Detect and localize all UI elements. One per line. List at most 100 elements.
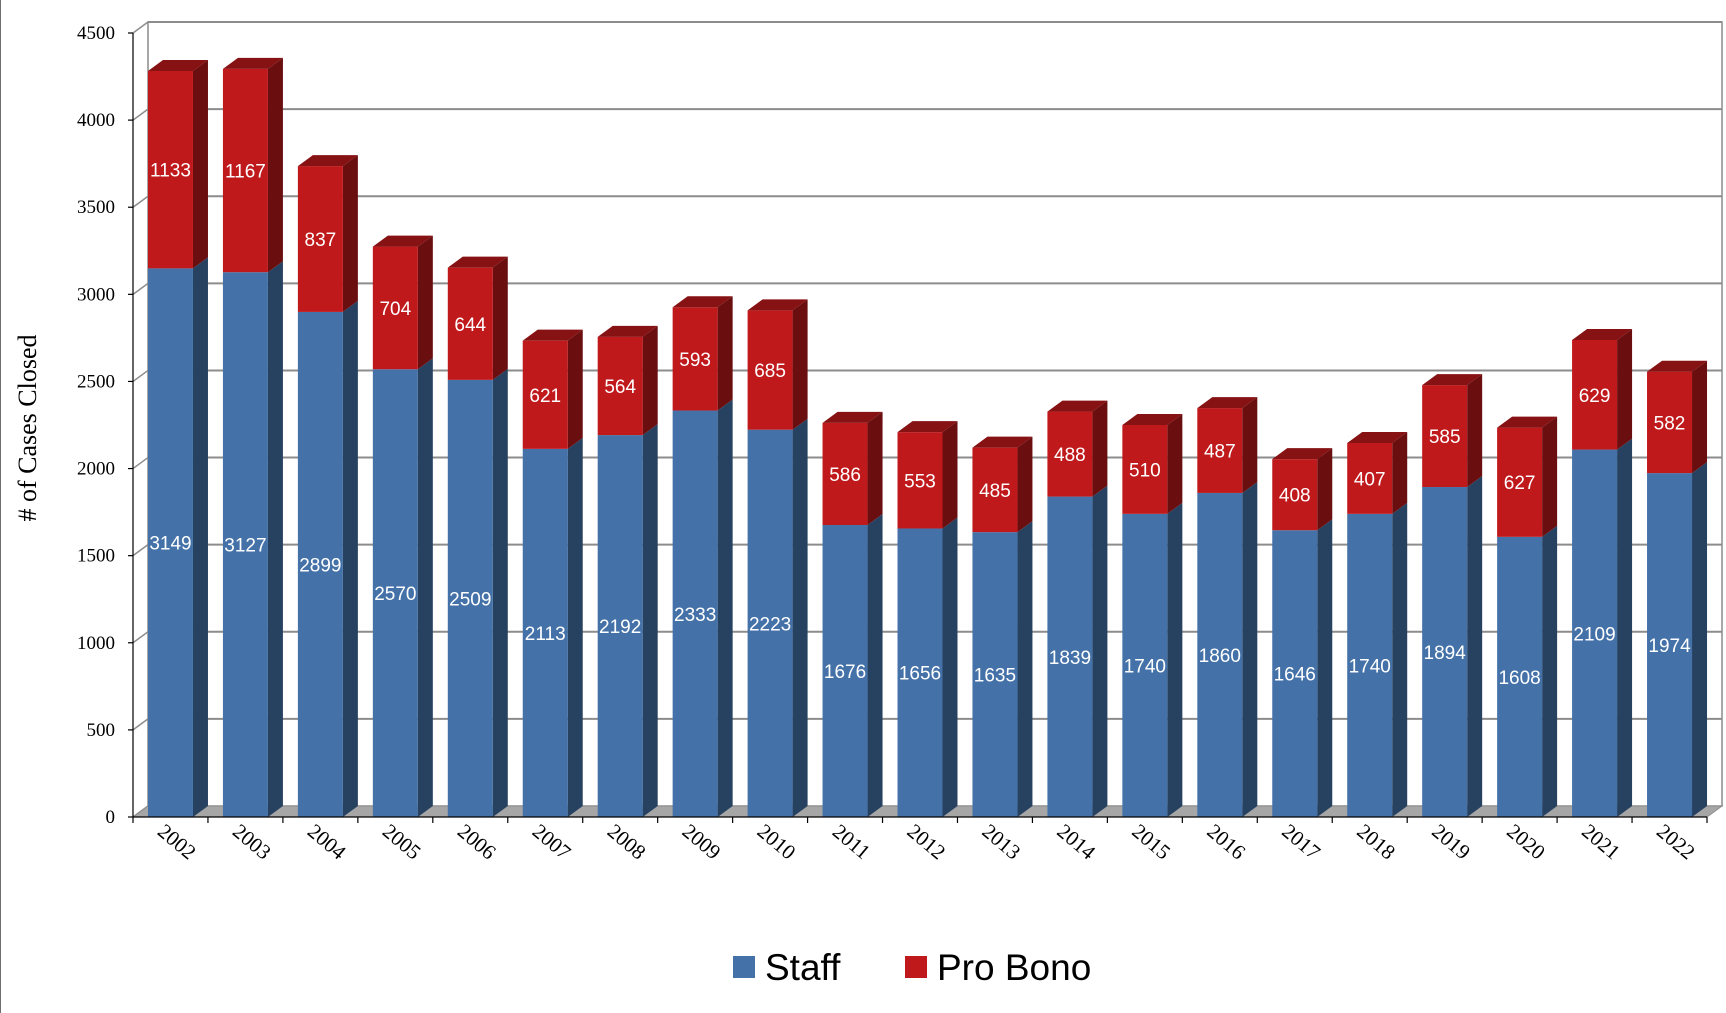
bar-top [522, 329, 583, 341]
bar-staff-2014 [1047, 496, 1093, 817]
bar-staff-2021 [1572, 449, 1618, 817]
bar-top [1347, 431, 1408, 443]
bar-pro-bono-2007 [522, 340, 568, 449]
data-label: 407 [1354, 469, 1386, 490]
gridline-side [132, 108, 149, 121]
bar-pro-bono-2011 [822, 422, 868, 526]
x-tick-label: 2020 [1502, 819, 1550, 864]
bar-pro-bono-2009 [672, 307, 718, 411]
x-tick-label: 2007 [528, 819, 576, 864]
bar-top [897, 421, 958, 433]
bar-side-staff [1092, 485, 1108, 817]
y-tick-label: 2500 [77, 371, 115, 392]
bar-pro-bono-2012 [897, 432, 943, 529]
bar-pro-bono-2015 [1122, 425, 1168, 514]
data-label: 1635 [974, 666, 1016, 687]
bar-staff-2012 [897, 528, 943, 817]
bar-side-pro-bono [1617, 328, 1633, 450]
bar-side-pro-bono [1092, 400, 1108, 497]
bar-staff-2006 [447, 379, 493, 817]
bar-side-pro-bono [642, 325, 658, 436]
data-label: 3127 [224, 536, 266, 557]
bar-pro-bono-2006 [447, 267, 493, 380]
data-label: 837 [305, 230, 337, 251]
bar-side-staff [1542, 525, 1558, 817]
bar-top [1422, 374, 1483, 386]
bar-pro-bono-2016 [1197, 408, 1243, 493]
x-tick-label: 2021 [1577, 819, 1625, 864]
y-tick-label: 3500 [77, 197, 115, 218]
bar-pro-bono-2014 [1047, 411, 1093, 497]
data-label: 1839 [1049, 648, 1091, 669]
bar-staff-2019 [1422, 487, 1468, 817]
bar-staff-2018 [1347, 513, 1393, 817]
x-tick-label: 2013 [978, 819, 1026, 864]
gridline-side [132, 282, 149, 295]
bar-pro-bono-2008 [597, 336, 643, 436]
bar-pro-bono-2013 [972, 447, 1018, 533]
bar-side-staff [417, 358, 433, 817]
data-label: 685 [754, 361, 786, 382]
data-label: 582 [1654, 413, 1686, 434]
bar-pro-bono-2022 [1647, 371, 1693, 474]
bars: 3149 1133 3127 1167 2899 837 2570 704 2509 644 211… [147, 57, 1708, 817]
y-tick-label: 2000 [77, 459, 115, 480]
data-label: 629 [1579, 386, 1611, 407]
bar-side-pro-bono [867, 411, 883, 526]
bar-top [447, 256, 508, 268]
bar-side-pro-bono [492, 256, 508, 380]
gridline-side [132, 369, 149, 383]
bar-side-staff [717, 399, 733, 817]
bar-side-staff [267, 261, 283, 817]
bar-side-pro-bono [1392, 431, 1408, 514]
bar-side-pro-bono [792, 299, 808, 430]
x-tick-label: 2014 [1053, 819, 1101, 865]
y-tick-label: 1500 [77, 546, 115, 567]
x-tick-label: 2018 [1352, 819, 1400, 864]
bar-side-pro-bono [1692, 360, 1708, 474]
bar-pro-bono-2004 [297, 166, 343, 312]
data-label: 2570 [374, 584, 416, 605]
bar-side-pro-bono [567, 329, 583, 449]
bar-side-staff [1317, 519, 1333, 817]
y-tick-label: 1000 [77, 633, 115, 654]
data-label: 2109 [1573, 624, 1615, 645]
data-label: 485 [979, 481, 1011, 502]
gridline-side [132, 195, 149, 208]
bar-staff-2017 [1272, 530, 1318, 817]
legend: Staff Pro Bono [733, 947, 1091, 988]
bar-side-pro-bono [1317, 448, 1333, 531]
gridline-side [132, 21, 149, 34]
bar-top [222, 57, 283, 69]
data-label: 627 [1504, 473, 1536, 494]
bar-top [1272, 448, 1333, 460]
bar-top [372, 235, 433, 247]
axes [128, 32, 1708, 823]
bar-pro-bono-2003 [222, 68, 268, 273]
bar-side-pro-bono [342, 155, 358, 312]
data-label: 2223 [749, 614, 791, 635]
x-tick-label: 2008 [603, 819, 651, 864]
data-label: 564 [604, 377, 636, 398]
data-label: 1656 [899, 664, 941, 685]
bar-staff-2013 [972, 532, 1018, 817]
bar-staff-2002 [147, 268, 193, 817]
x-tick-label: 2003 [228, 819, 276, 864]
bar-side-staff [642, 424, 658, 817]
gridline-side [132, 456, 149, 470]
bar-side-pro-bono [717, 296, 733, 411]
bar-side-staff [1242, 481, 1258, 817]
bar-pro-bono-2018 [1347, 442, 1393, 514]
bar-pro-bono-2021 [1572, 339, 1618, 450]
x-tick-label: 2012 [903, 819, 951, 864]
data-label: 2333 [674, 605, 716, 626]
bar-top [672, 296, 733, 308]
bar-top [822, 411, 883, 423]
data-label: 1133 [150, 161, 191, 182]
bar-staff-2022 [1647, 473, 1693, 817]
y-tick-label: 500 [87, 720, 116, 741]
bar-pro-bono-2005 [372, 246, 418, 370]
data-label: 1740 [1349, 656, 1391, 677]
bar-side-pro-bono [942, 421, 958, 529]
